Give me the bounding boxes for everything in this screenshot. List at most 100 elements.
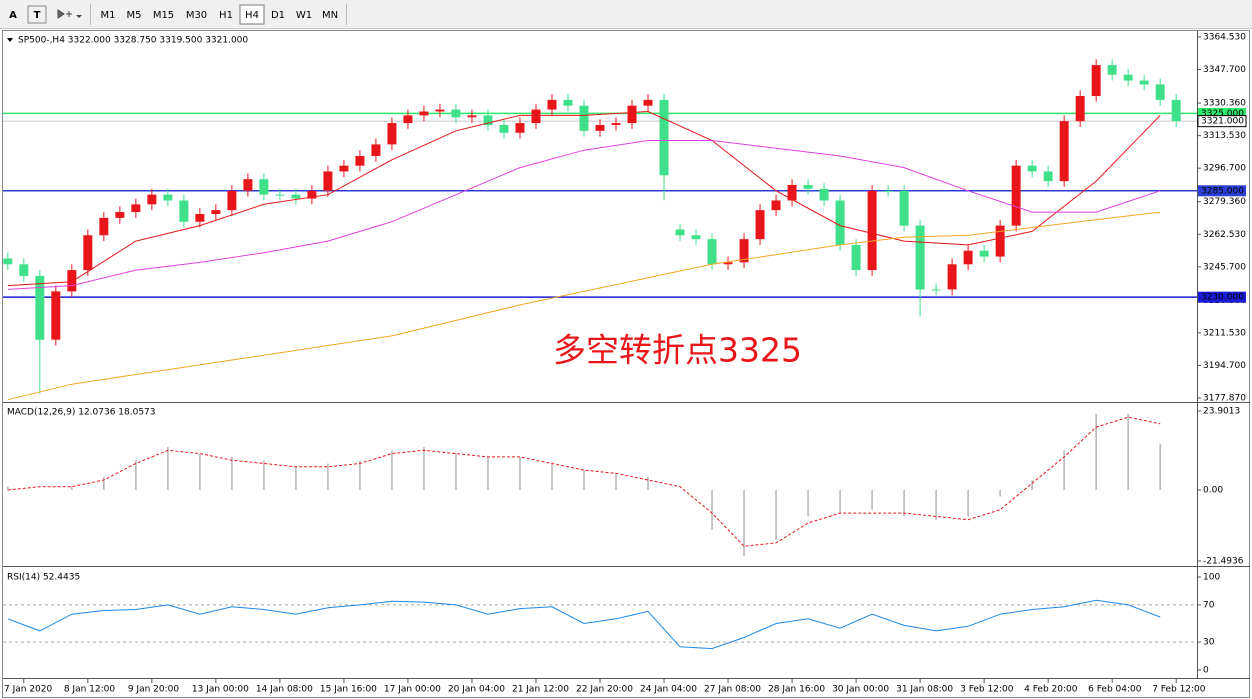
timeframe-button[interactable] (266, 5, 290, 24)
y-tick-label: 0 (1203, 666, 1209, 676)
candle-body (195, 214, 205, 222)
dropdown-icon[interactable] (76, 15, 82, 18)
candle-body (675, 229, 685, 236)
x-tick-label: 13 Jan 00:00 (192, 685, 249, 695)
tool-label[interactable]: A (9, 10, 17, 21)
candle-body (787, 184, 797, 201)
timeframe-button[interactable] (239, 4, 265, 25)
level-label-box (1198, 291, 1246, 303)
timeframe-button[interactable] (96, 5, 120, 24)
x-tick-label: 3 Feb 12:00 (960, 685, 1014, 695)
indicator-line (7, 110, 1161, 287)
timeframe-button[interactable] (181, 5, 212, 24)
draw-tool-icon[interactable] (57, 9, 72, 19)
level-label-box (1197, 115, 1247, 128)
level-label: 3325.000 (1201, 109, 1244, 119)
x-tick-label: 7 Feb 12:00 (1152, 685, 1206, 695)
level-label-box (1198, 107, 1246, 119)
y-tick-label: 3330.360 (1203, 99, 1246, 109)
candle-body (563, 99, 573, 106)
level-label: 3230.000 (1201, 293, 1244, 303)
timeframe-label[interactable]: M30 (186, 10, 207, 21)
timeframe-label[interactable]: M1 (101, 10, 116, 21)
candle-body (691, 235, 701, 240)
candle-body (547, 99, 557, 110)
y-tick-label: -21.4936 (1203, 557, 1244, 567)
candle-body (451, 109, 461, 118)
candle-body (979, 250, 989, 257)
timeframe-button[interactable] (292, 5, 316, 24)
candle-body (755, 210, 765, 240)
x-tick-label: 22 Jan 20:00 (576, 685, 633, 695)
candle-body (723, 262, 733, 265)
x-tick-label: 17 Jan 00:00 (384, 685, 441, 695)
timeframe-button[interactable] (318, 5, 342, 24)
candle-body (3, 258, 13, 265)
candle-body (323, 171, 333, 191)
x-tick-label: 9 Jan 20:00 (128, 685, 180, 695)
timeframe-label[interactable]: H4 (245, 10, 259, 21)
y-tick-label: 100 (1203, 572, 1220, 582)
y-tick-label: 3262.530 (1203, 230, 1246, 240)
x-tick-label: 8 Jan 12:00 (64, 685, 116, 695)
candle-body (579, 105, 589, 131)
level-label-box (1198, 185, 1246, 197)
indicator-line (7, 416, 1161, 547)
timeframe-label[interactable]: W1 (296, 10, 312, 21)
candle-body (1059, 121, 1069, 182)
timeframe-label[interactable]: M15 (153, 10, 174, 21)
candle-body (1011, 165, 1021, 226)
pane-title-arrow (7, 38, 13, 42)
candle-body (35, 275, 45, 340)
chart-frame (2, 30, 1250, 698)
candle-body (1075, 96, 1085, 122)
candle-body (1171, 99, 1181, 122)
tool-button[interactable] (4, 6, 22, 23)
timeframe-label[interactable]: M5 (127, 10, 142, 21)
timeframe-button[interactable] (214, 5, 238, 24)
indicator-line (7, 211, 1161, 401)
candle-body (99, 217, 109, 236)
candle-body (483, 115, 493, 126)
candle-body (851, 244, 861, 271)
timeframe-button[interactable] (148, 5, 179, 24)
x-tick-label: 6 Feb 04:00 (1088, 685, 1142, 695)
candle-body (1027, 165, 1037, 172)
pane-title: RSI(14) 52.4435 (7, 573, 80, 583)
indicator-line (7, 140, 1161, 290)
level-label: 3285.000 (1201, 186, 1244, 196)
candle-body (963, 250, 973, 265)
candle-body (163, 194, 173, 201)
candle-body (931, 289, 941, 291)
x-tick-label: 20 Jan 04:00 (448, 685, 505, 695)
candle-body (275, 194, 285, 196)
timeframe-button[interactable] (122, 5, 146, 24)
y-tick-label: 3177.870 (1203, 393, 1246, 403)
timeframe-label[interactable]: D1 (271, 10, 285, 21)
tool-button[interactable] (27, 5, 47, 24)
candle-body (739, 239, 749, 263)
candle-body (179, 200, 189, 222)
candle-body (115, 212, 125, 218)
candle-body (67, 270, 77, 292)
tool-label[interactable]: T (34, 10, 41, 21)
candle-body (339, 165, 349, 172)
toolbar: A T M1 M5 M15 M30 H1 H4 D1 W1 MN (4, 4, 347, 25)
candle-body (883, 190, 893, 192)
candle-body (499, 125, 509, 133)
timeframe-label[interactable]: MN (322, 10, 338, 21)
candle-body (531, 109, 541, 124)
x-tick-label: 4 Feb 20:00 (1024, 685, 1078, 695)
candle-body (835, 200, 845, 245)
candle-body (595, 125, 605, 131)
timeframe-label[interactable]: H1 (219, 10, 233, 21)
x-tick-label: 21 Jan 12:00 (512, 685, 569, 695)
candle-body (1139, 80, 1149, 85)
y-tick-label: 0.00 (1203, 485, 1223, 495)
candle-body (83, 235, 93, 271)
y-tick-label: 3313.530 (1203, 131, 1246, 141)
candle-body (947, 264, 957, 290)
x-tick-label: 14 Jan 08:00 (256, 685, 313, 695)
level-label: 3321.000 (1201, 117, 1244, 127)
y-tick-label: 3211.530 (1203, 328, 1246, 338)
